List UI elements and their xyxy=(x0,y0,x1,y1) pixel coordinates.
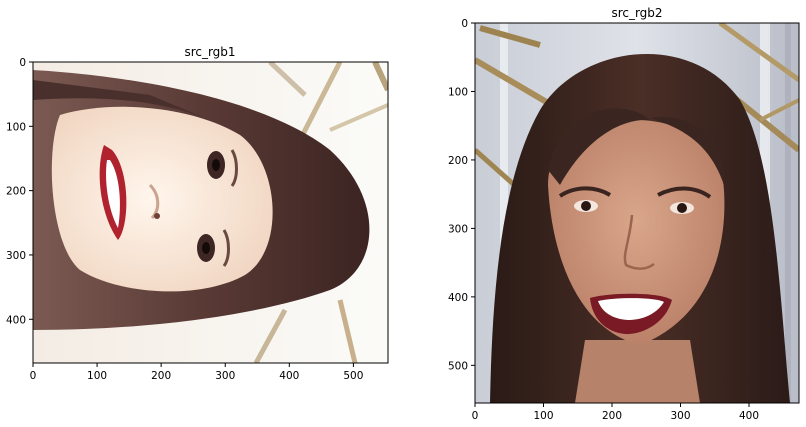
subplot-1-frame xyxy=(32,61,389,364)
subplot-2: src_rgb2 xyxy=(448,6,800,422)
subplot-1-ytick-label: 200 xyxy=(6,186,26,198)
subplot-1-xtick-label: 500 xyxy=(343,370,363,382)
subplot-1-ytick-label: 400 xyxy=(6,314,26,326)
subplot-1: src_rgb1 xyxy=(6,45,389,382)
subplot-1-ytick-label: 0 xyxy=(19,57,26,69)
subplot-2-ytick-label: 500 xyxy=(448,360,468,372)
subplot-2-xtick-label: 0 xyxy=(472,410,479,422)
subplot-1-image xyxy=(33,62,388,363)
subplot-2-ytick-label: 300 xyxy=(448,223,468,235)
subplot-2-xtick-label: 400 xyxy=(739,410,759,422)
subplot-1-xtick-label: 100 xyxy=(87,370,107,382)
subplot-2-image xyxy=(475,23,799,403)
subplot-1-yaxis: 0 100 200 300 400 xyxy=(6,57,33,326)
subplot-1-title: src_rgb1 xyxy=(184,45,235,59)
subplot-2-xtick-label: 200 xyxy=(602,410,622,422)
subplot-2-xtick-label: 100 xyxy=(533,410,553,422)
subplot-2-ytick-label: 200 xyxy=(448,155,468,167)
subplot-2-ytick-label: 0 xyxy=(461,18,468,30)
subplot-2-xaxis: 0 100 200 300 400 xyxy=(472,403,759,422)
subplot-1-xtick-label: 200 xyxy=(151,370,171,382)
subplot-1-xaxis: 0 100 200 300 400 500 xyxy=(30,363,363,382)
subplot-2-ytick-label: 400 xyxy=(448,292,468,304)
subplot-2-yaxis: 0 100 200 300 400 500 xyxy=(448,18,475,372)
subplot-1-ytick-label: 100 xyxy=(6,121,26,133)
subplot-2-title: src_rgb2 xyxy=(611,6,662,20)
subplot-1-ytick-label: 300 xyxy=(6,250,26,262)
subplot-2-xtick-label: 300 xyxy=(670,410,690,422)
subplot-1-xtick-label: 300 xyxy=(215,370,235,382)
subplot-1-xtick-label: 0 xyxy=(30,370,37,382)
subplot-2-ytick-label: 100 xyxy=(448,86,468,98)
subplot-2-frame xyxy=(474,22,800,404)
subplot-1-xtick-label: 400 xyxy=(279,370,299,382)
